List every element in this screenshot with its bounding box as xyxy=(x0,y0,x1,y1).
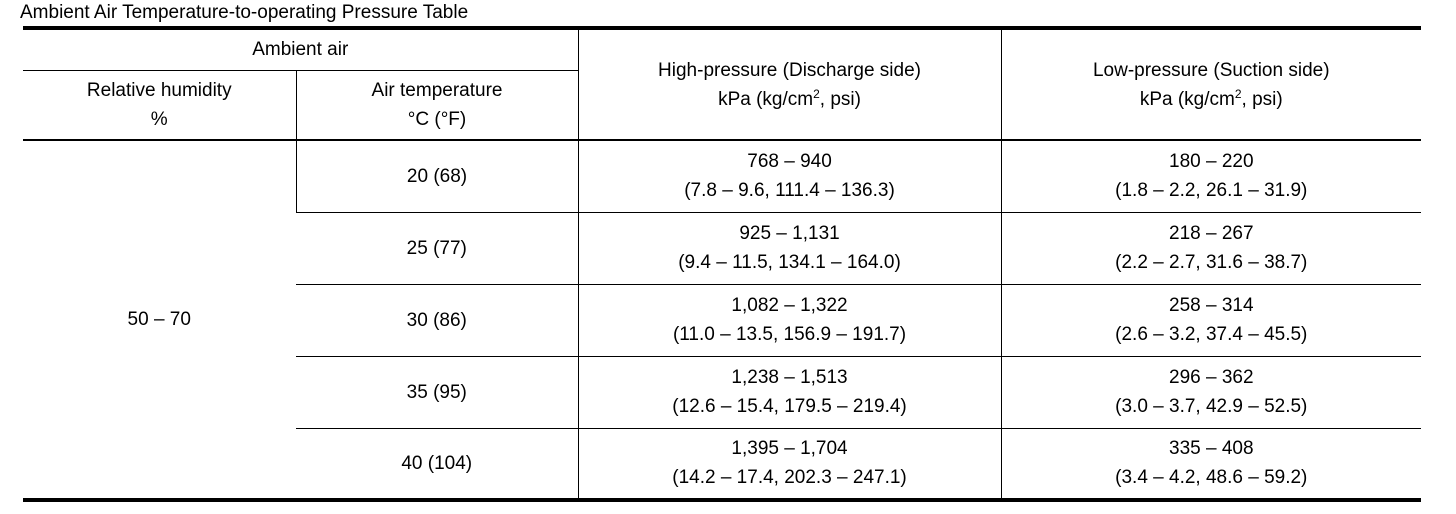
humidity-value: 50 – 70 xyxy=(127,309,191,330)
high-pressure-alt: (11.0 – 13.5, 156.9 – 191.7) xyxy=(672,324,907,345)
low-pressure-label: Low-pressure (Suction side) xyxy=(1092,59,1330,81)
high-pressure-cell: 768 – 940 (7.8 – 9.6, 111.4 – 136.3) xyxy=(577,139,1002,212)
low-pressure-cell: 335 – 408 (3.4 – 4.2, 48.6 – 59.2) xyxy=(1000,427,1422,500)
ambient-air-header: Ambient air xyxy=(23,28,578,70)
high-pressure-cell: 1,082 – 1,322 (11.0 – 13.5, 156.9 – 191.… xyxy=(577,283,1002,356)
high-pressure-kpa: 1,238 – 1,513 xyxy=(731,367,848,388)
high-pressure-alt: (14.2 – 17.4, 202.3 – 247.1) xyxy=(672,467,907,489)
table-row: 25 (77) 925 – 1,131 (9.4 – 11.5, 134.1 –… xyxy=(23,211,1422,284)
high-pressure-kpa: 768 – 940 xyxy=(747,151,832,173)
high-pressure-alt: (7.8 – 9.6, 111.4 – 136.3) xyxy=(684,180,895,202)
low-pressure-alt: (1.8 – 2.2, 26.1 – 31.9) xyxy=(1115,180,1308,202)
low-pressure-kpa: 335 – 408 xyxy=(1169,438,1254,460)
high-pressure-cell: 925 – 1,131 (9.4 – 11.5, 134.1 – 164.0) xyxy=(577,211,1002,284)
table-title: Ambient Air Temperature-to-operating Pre… xyxy=(20,2,469,23)
pressure-table: Ambient air High-pressure (Discharge sid… xyxy=(23,26,1422,502)
low-pressure-alt: (2.6 – 3.2, 37.4 – 45.5) xyxy=(1115,324,1308,345)
high-pressure-cell: 1,395 – 1,704 (14.2 – 17.4, 202.3 – 247.… xyxy=(577,427,1002,500)
high-pressure-alt: (12.6 – 15.4, 179.5 – 219.4) xyxy=(672,396,907,417)
table-row: 40 (104) 1,395 – 1,704 (14.2 – 17.4, 202… xyxy=(23,427,1422,500)
low-pressure-kpa: 258 – 314 xyxy=(1169,295,1254,316)
low-pressure-alt: (2.2 – 2.7, 31.6 – 38.7) xyxy=(1115,252,1308,273)
air-temperature-header: Air temperature °C (°F) xyxy=(295,69,579,141)
low-pressure-kpa: 218 – 267 xyxy=(1169,223,1254,244)
low-pressure-alt: (3.0 – 3.7, 42.9 – 52.5) xyxy=(1115,396,1308,417)
high-pressure-kpa: 925 – 1,131 xyxy=(739,223,840,244)
air-temperature-label: Air temperature xyxy=(371,79,503,101)
low-pressure-alt: (3.4 – 4.2, 48.6 – 59.2) xyxy=(1115,467,1308,489)
low-pressure-kpa: 296 – 362 xyxy=(1169,367,1254,388)
relative-humidity-unit: % xyxy=(150,108,168,130)
humidity-cell: 50 – 70 xyxy=(23,139,296,500)
low-pressure-cell: 180 – 220 (1.8 – 2.2, 26.1 – 31.9) xyxy=(1000,139,1422,212)
high-pressure-kpa: 1,082 – 1,322 xyxy=(731,295,848,316)
high-pressure-kpa: 1,395 – 1,704 xyxy=(731,438,848,460)
temperature-cell: 20 (68) xyxy=(295,139,579,212)
table-row: 50 – 70 20 (68) 768 – 940 (7.8 – 9.6, 11… xyxy=(23,139,1422,500)
temperature-cell: 40 (104) xyxy=(296,427,579,500)
high-pressure-unit: kPa (kg/cm2, psi) xyxy=(718,86,861,110)
temperature-cell: 30 (86) xyxy=(296,283,579,356)
air-temperature-unit: °C (°F) xyxy=(407,108,467,130)
high-pressure-header: High-pressure (Discharge side) kPa (kg/c… xyxy=(577,28,1002,140)
table-row: 30 (86) 1,082 – 1,322 (11.0 – 13.5, 156.… xyxy=(23,283,1422,356)
low-pressure-kpa: 180 – 220 xyxy=(1169,151,1254,173)
high-pressure-alt: (9.4 – 11.5, 134.1 – 164.0) xyxy=(678,252,901,273)
high-pressure-label: High-pressure (Discharge side) xyxy=(658,59,921,81)
high-pressure-cell: 1,238 – 1,513 (12.6 – 15.4, 179.5 – 219.… xyxy=(577,355,1002,428)
relative-humidity-label: Relative humidity xyxy=(86,79,232,101)
low-pressure-cell: 218 – 267 (2.2 – 2.7, 31.6 – 38.7) xyxy=(1000,211,1422,284)
low-pressure-unit: kPa (kg/cm2, psi) xyxy=(1139,86,1283,110)
low-pressure-header: Low-pressure (Suction side) kPa (kg/cm2,… xyxy=(1000,28,1422,140)
temperature-cell: 35 (95) xyxy=(296,355,579,428)
relative-humidity-header: Relative humidity % xyxy=(23,69,296,141)
low-pressure-cell: 296 – 362 (3.0 – 3.7, 42.9 – 52.5) xyxy=(1000,355,1422,428)
table-row: 35 (95) 1,238 – 1,513 (12.6 – 15.4, 179.… xyxy=(23,355,1422,428)
ambient-air-label: Ambient air xyxy=(252,39,349,61)
low-pressure-cell: 258 – 314 (2.6 – 3.2, 37.4 – 45.5) xyxy=(1000,283,1422,356)
temperature-cell: 25 (77) xyxy=(296,211,579,284)
